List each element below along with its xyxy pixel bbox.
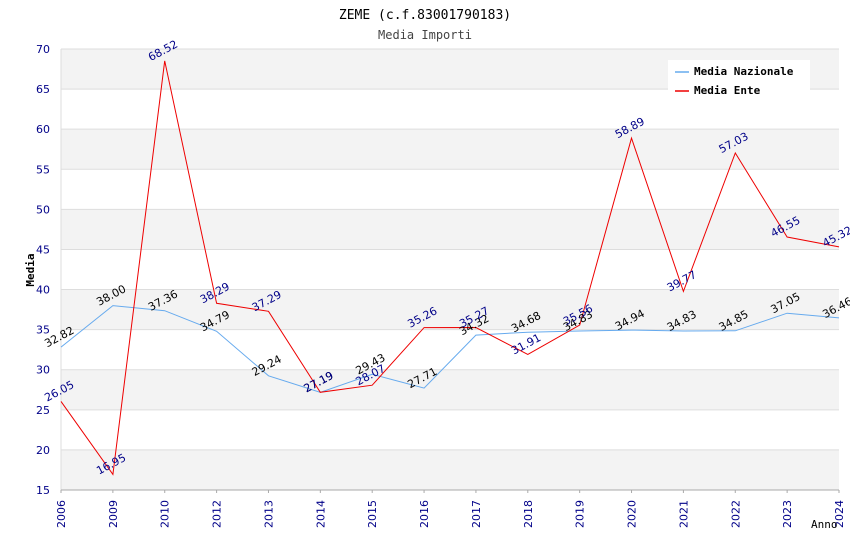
grid-band bbox=[61, 449, 839, 490]
x-tick-label: 2017 bbox=[470, 500, 483, 528]
x-tick-label: 2014 bbox=[314, 500, 327, 528]
legend-box bbox=[668, 60, 810, 102]
y-tick-label: 25 bbox=[36, 404, 50, 417]
grid-band bbox=[61, 289, 839, 330]
legend: Media Nazionale Media Ente bbox=[668, 60, 810, 102]
grid-band bbox=[61, 369, 839, 410]
series-line-media-ente bbox=[60, 60, 840, 476]
x-tick-label: 2006 bbox=[55, 500, 68, 528]
x-axis: 2006 2009 2010 2012 2013 2014 2015 2016 2017 2018… bbox=[55, 490, 846, 528]
y-tick-label: 45 bbox=[36, 243, 50, 256]
x-axis-label: Anno bbox=[811, 518, 838, 531]
plot-area bbox=[61, 49, 839, 490]
y-tick-label: 70 bbox=[36, 43, 50, 56]
x-tick-label: 2022 bbox=[729, 500, 742, 528]
y-tick-label: 50 bbox=[36, 203, 50, 216]
x-tick-label: 2019 bbox=[574, 500, 587, 528]
x-tick-label: 2018 bbox=[522, 500, 535, 528]
grid-band bbox=[61, 129, 839, 170]
x-tick-label: 2013 bbox=[262, 500, 275, 528]
chart-subtitle: Media Importi bbox=[378, 28, 472, 42]
y-tick-label: 40 bbox=[36, 284, 50, 297]
legend-label-media-nazionale: Media Nazionale bbox=[694, 65, 794, 78]
x-tick-label: 2021 bbox=[677, 500, 690, 528]
series-lines bbox=[60, 60, 840, 476]
legend-label-media-ente: Media Ente bbox=[694, 84, 761, 97]
y-tick-label: 55 bbox=[36, 163, 50, 176]
y-tick-label: 20 bbox=[36, 444, 50, 457]
y-tick-label: 60 bbox=[36, 123, 50, 136]
y-tick-label: 65 bbox=[36, 83, 50, 96]
y-tick-label: 30 bbox=[36, 364, 50, 377]
x-tick-label: 2015 bbox=[366, 500, 379, 528]
x-tick-label: 2024 bbox=[833, 500, 846, 528]
y-tick-label: 15 bbox=[36, 484, 50, 497]
y-tick-label: 35 bbox=[36, 324, 50, 337]
x-tick-label: 2023 bbox=[781, 500, 794, 528]
x-tick-label: 2009 bbox=[107, 500, 120, 528]
x-tick-label: 2012 bbox=[211, 500, 224, 528]
y-axis: 15 20 25 30 35 40 45 50 55 60 65 70 bbox=[36, 43, 50, 497]
y-axis-label: Media bbox=[24, 253, 37, 286]
plot-bands bbox=[61, 49, 839, 490]
series-line-media-nazionale bbox=[60, 305, 840, 393]
grid-band bbox=[61, 209, 839, 250]
x-tick-label: 2020 bbox=[626, 500, 639, 528]
x-tick-label: 2016 bbox=[418, 500, 431, 528]
x-tick-label: 2010 bbox=[159, 500, 172, 528]
chart-title: ZEME (c.f.83001790183) bbox=[339, 8, 511, 23]
